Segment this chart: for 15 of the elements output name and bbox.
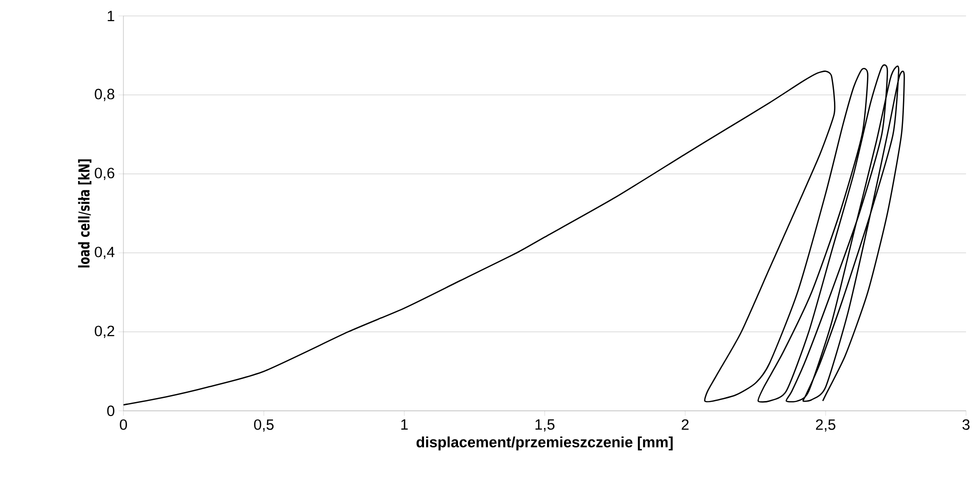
y-axis-title: load cell/siła [kN] [78,160,92,268]
x-axis-title: displacement/przemieszczenie [mm] [416,436,673,451]
x-tick-label: 0,5 [254,420,274,432]
y-tick-label: 0 [107,406,114,416]
y-tick-label: 1 [108,11,114,22]
x-tick-label: 2,5 [816,420,836,432]
x-tick-label: 1 [401,420,408,430]
y-tick-label: 0,6 [94,168,114,180]
x-tick-label: 3 [962,420,970,430]
y-tick-label: 0,2 [94,326,114,338]
x-tick-label: 1,5 [536,420,554,432]
y-tick-label: 0,8 [94,88,114,102]
x-tick-label: 0 [120,420,127,430]
x-tick-label: 2 [682,420,689,430]
y-tick-label: 0,4 [94,246,114,260]
